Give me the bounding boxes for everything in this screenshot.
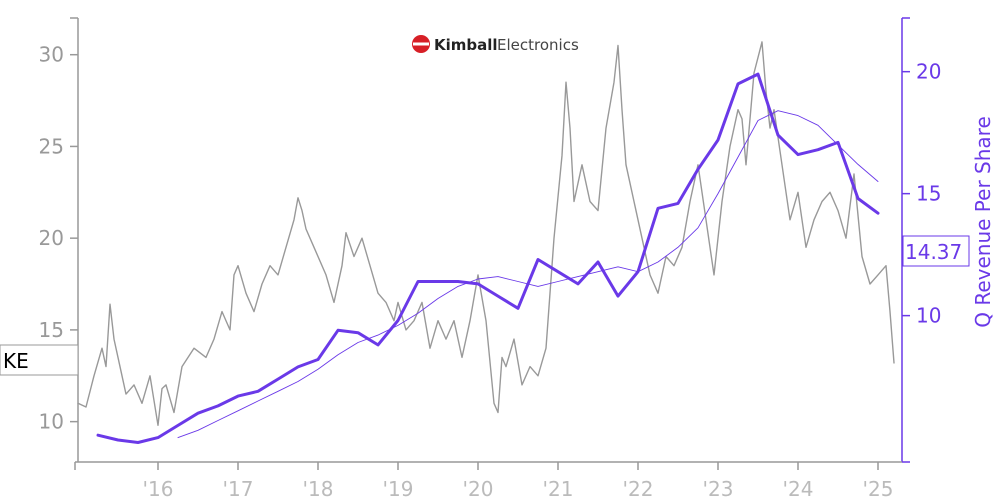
- x-tick-label: '23: [703, 477, 734, 500]
- last-value-label: 14.37: [905, 240, 962, 264]
- last-value-frame: [902, 235, 970, 267]
- y2-axis-label: Q Revenue Per Share: [971, 116, 995, 328]
- y-right-tick-label: 20: [916, 60, 941, 84]
- series-layer: [77, 41, 895, 444]
- x-tick-label: '19: [383, 477, 414, 500]
- last-value-box: 14.37: [902, 235, 970, 267]
- series-line-2: [177, 110, 879, 439]
- y-left-tick-label: 20: [39, 226, 64, 250]
- y-left-tick-label: 10: [39, 410, 64, 434]
- x-tick-label: '24: [783, 477, 814, 500]
- x-tick-label: '18: [303, 477, 334, 500]
- series-line-0: [77, 41, 895, 426]
- ticker-box: KE: [0, 344, 79, 376]
- logo-suffix: Electronics: [497, 36, 579, 54]
- x-tick-label: '17: [223, 477, 254, 500]
- y-left-tick-label: 15: [39, 318, 64, 342]
- y-right-tick-label: 10: [916, 304, 941, 328]
- y-left-tick-label: 25: [39, 134, 64, 158]
- y-left-tick-label: 30: [39, 43, 64, 67]
- x-tick-label: '20: [463, 477, 494, 500]
- logo: Kimball Electronics: [412, 35, 579, 54]
- x-tick-label: '16: [143, 477, 174, 500]
- logo-brand: Kimball: [434, 36, 498, 54]
- series-line-1: [96, 72, 880, 444]
- x-tick-label: '21: [543, 477, 574, 500]
- y-right-tick-label: 15: [916, 182, 941, 206]
- axes: 10 15 20 25 30 10 15 20 '16 '17 '18 '19 '20 '21 '22 '23…: [39, 17, 941, 500]
- logo-mark-stripe: [413, 42, 429, 46]
- x-tick-label: '22: [623, 477, 654, 500]
- ticker-box-frame: [0, 344, 79, 376]
- ticker-label: KE: [3, 349, 29, 373]
- x-tick-label: '25: [863, 477, 894, 500]
